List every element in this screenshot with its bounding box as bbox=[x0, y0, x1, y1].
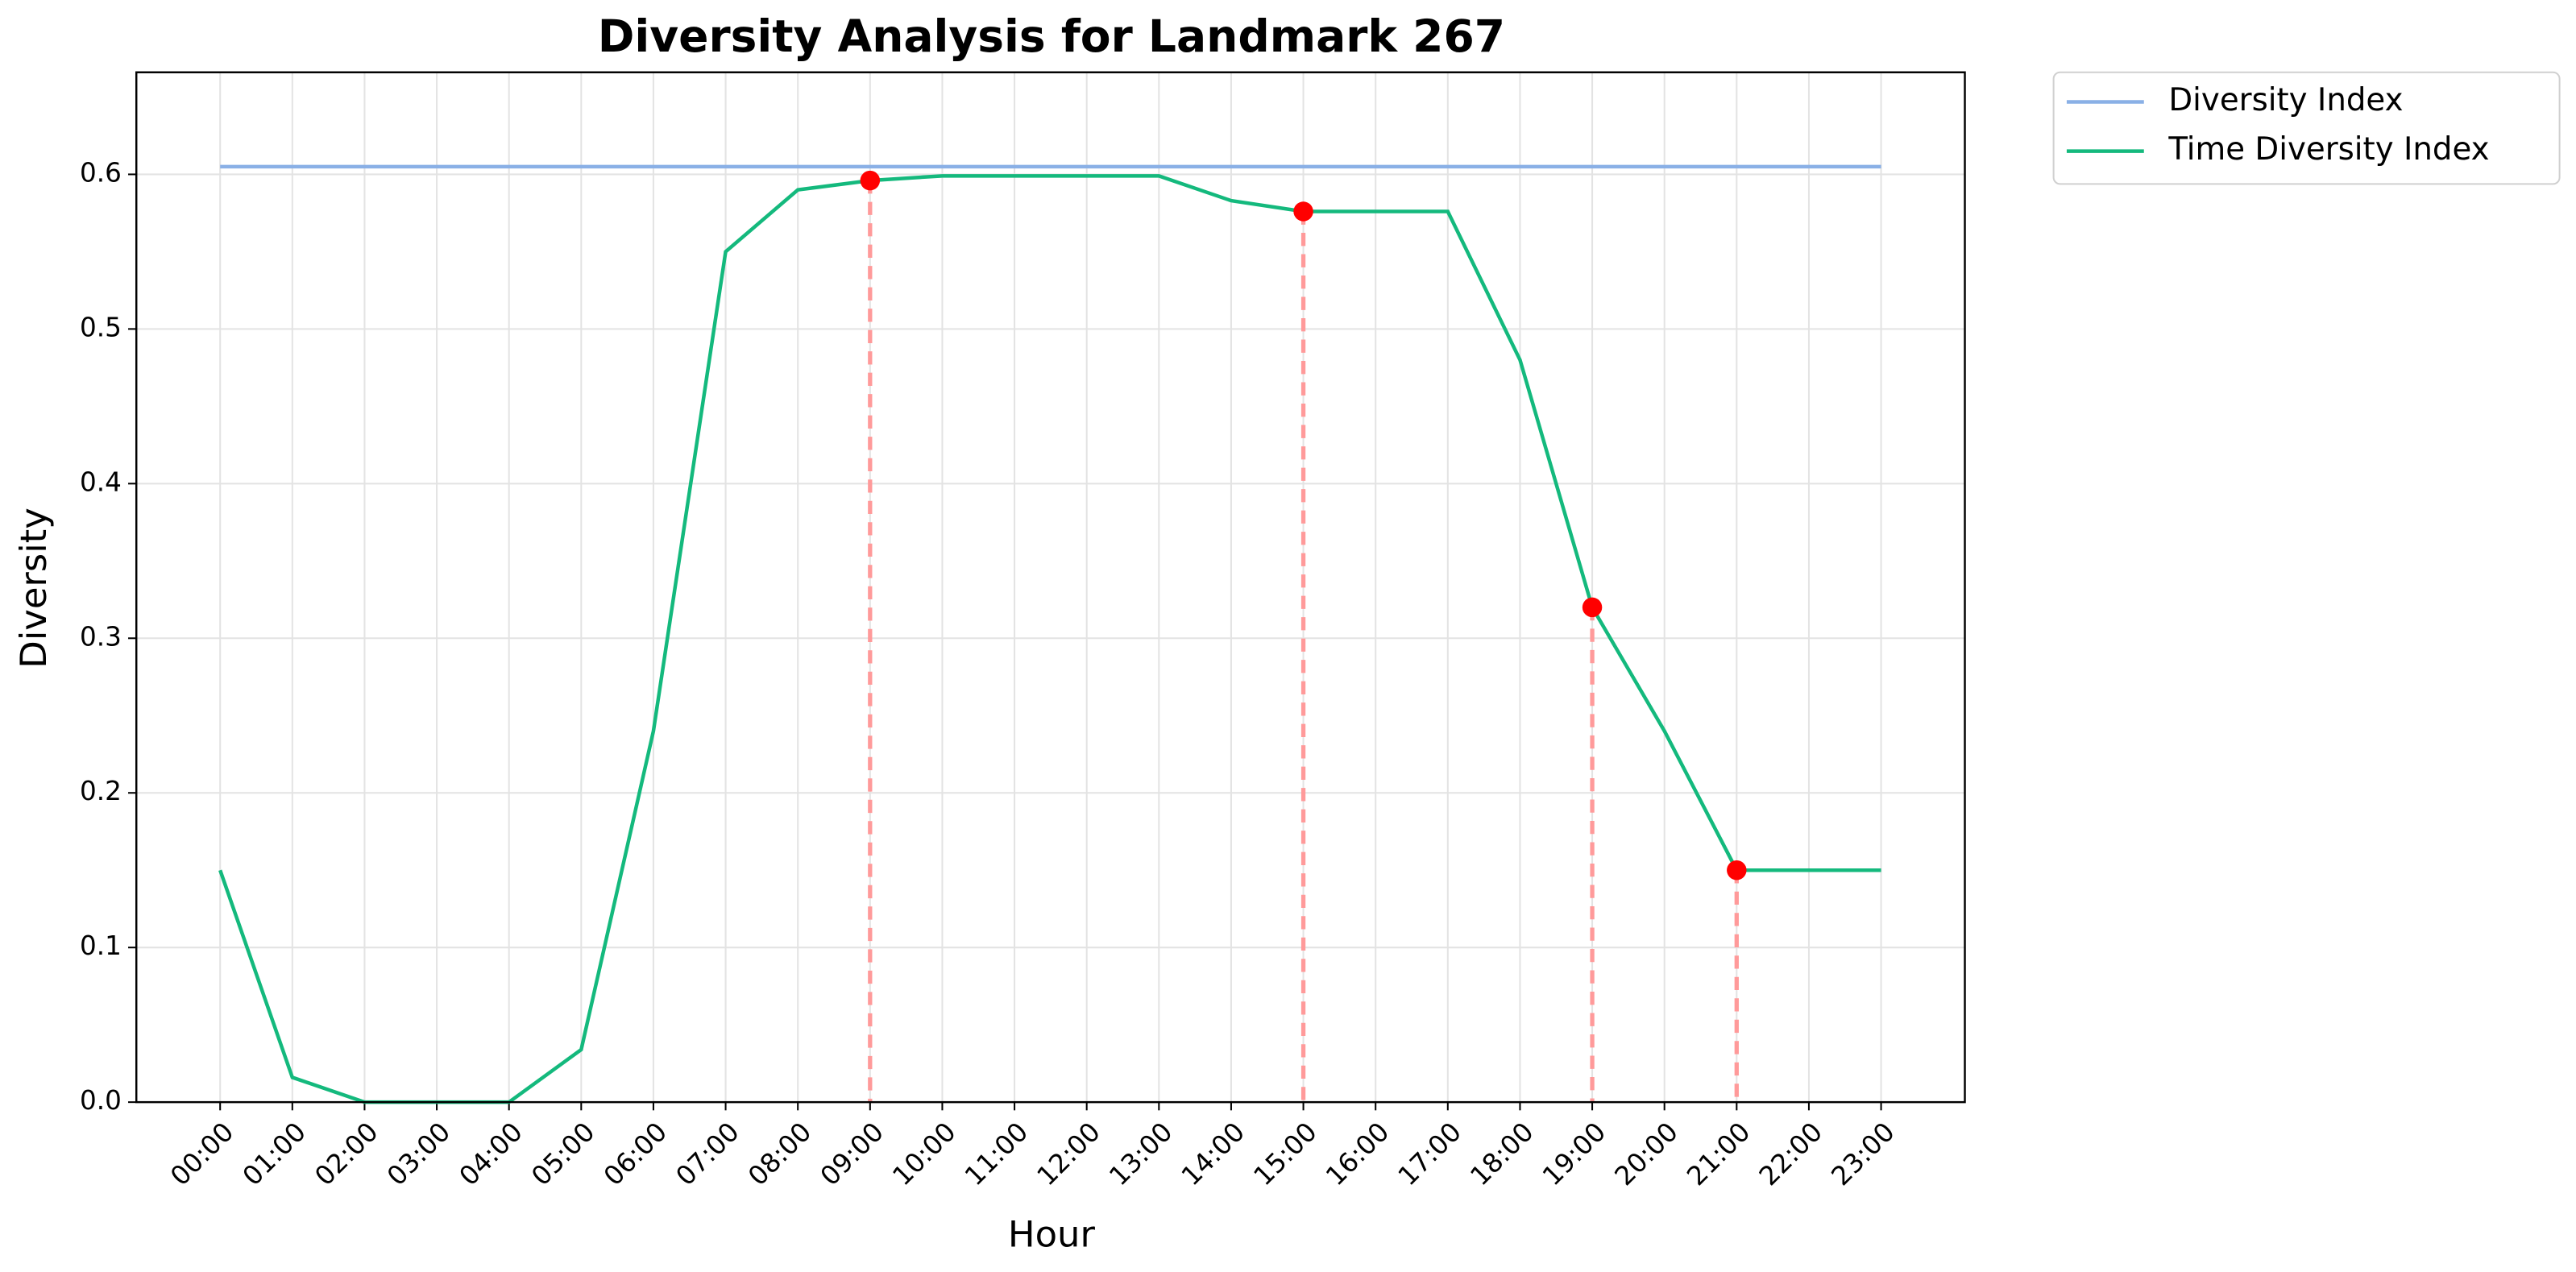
y-tick-label: 0.5 bbox=[80, 312, 122, 342]
x-tick-label: 13:00 bbox=[1103, 1117, 1178, 1191]
legend-label: Time Diversity Index bbox=[2167, 131, 2489, 168]
x-tick-label: 19:00 bbox=[1537, 1117, 1612, 1191]
x-tick-label: 07:00 bbox=[670, 1117, 745, 1191]
y-tick-label: 0.6 bbox=[80, 157, 122, 188]
x-tick-label: 00:00 bbox=[164, 1117, 239, 1191]
x-tick-label: 12:00 bbox=[1031, 1117, 1106, 1191]
x-tick-label: 01:00 bbox=[237, 1117, 312, 1191]
x-tick-label: 23:00 bbox=[1825, 1117, 1900, 1191]
y-tick-label: 0.4 bbox=[80, 466, 122, 497]
legend-box bbox=[2052, 71, 2561, 185]
highlight-point bbox=[860, 170, 881, 191]
x-tick-label: 22:00 bbox=[1753, 1117, 1828, 1191]
x-axis-label: Hour bbox=[1008, 1212, 1096, 1255]
x-tick-label: 04:00 bbox=[454, 1117, 529, 1191]
highlight-point bbox=[1727, 860, 1747, 880]
x-tick-label: 06:00 bbox=[598, 1117, 673, 1191]
y-axis-label: Diversity bbox=[12, 508, 55, 669]
x-tick-label: 16:00 bbox=[1320, 1117, 1395, 1191]
y-tick-label: 0.3 bbox=[80, 621, 122, 652]
x-tick-label: 14:00 bbox=[1176, 1117, 1251, 1191]
x-tick-label: 03:00 bbox=[381, 1117, 456, 1191]
x-tick-label: 20:00 bbox=[1609, 1117, 1684, 1191]
chart-title: Diversity Analysis for Landmark 267 bbox=[598, 10, 1505, 62]
x-tick-label: 05:00 bbox=[525, 1117, 600, 1191]
x-tick-label: 17:00 bbox=[1392, 1117, 1467, 1191]
plot-frame bbox=[135, 71, 1966, 1104]
x-tick-label: 02:00 bbox=[309, 1117, 384, 1191]
highlight-point bbox=[1582, 597, 1603, 618]
y-tick-label: 0.1 bbox=[80, 930, 122, 961]
x-tick-label: 15:00 bbox=[1247, 1117, 1322, 1191]
x-tick-label: 11:00 bbox=[959, 1117, 1034, 1191]
x-tick-label: 18:00 bbox=[1464, 1117, 1539, 1191]
x-tick-label: 21:00 bbox=[1681, 1117, 1756, 1191]
highlight-point bbox=[1293, 201, 1313, 222]
x-tick-label: 08:00 bbox=[742, 1117, 817, 1191]
legend-label: Diversity Index bbox=[2168, 82, 2403, 118]
x-tick-label: 10:00 bbox=[886, 1117, 961, 1191]
y-tick-label: 0.0 bbox=[80, 1085, 122, 1116]
y-tick-label: 0.2 bbox=[80, 776, 122, 806]
x-tick-label: 09:00 bbox=[815, 1117, 890, 1191]
